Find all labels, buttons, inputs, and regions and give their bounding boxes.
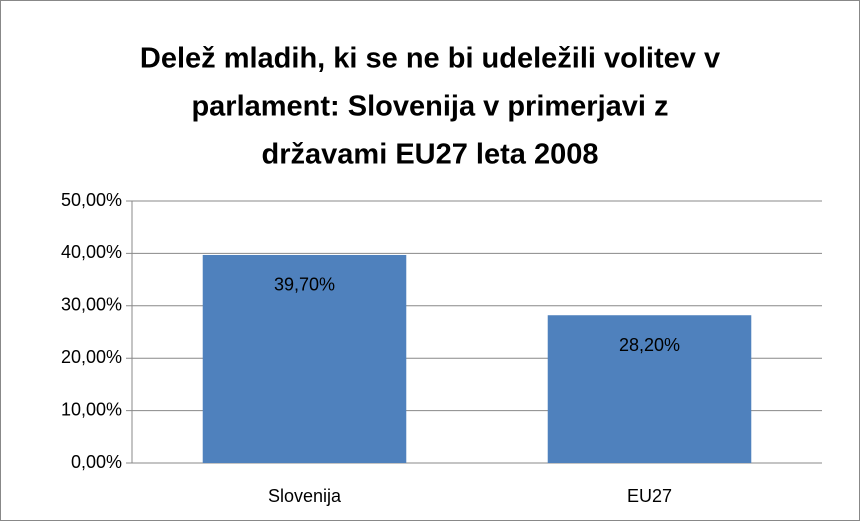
y-tick-label: 40,00%: [61, 242, 122, 262]
x-tick-label: Slovenija: [268, 486, 342, 506]
y-tick-label: 0,00%: [71, 452, 122, 472]
chart-title: parlament: Slovenija v primerjavi z: [191, 91, 668, 123]
chart-title: Delež mladih, ki se ne bi udeležili voli…: [140, 43, 720, 75]
y-tick-label: 20,00%: [61, 347, 122, 367]
y-tick-label: 30,00%: [61, 295, 122, 315]
data-label: 39,70%: [274, 275, 335, 295]
chart-title: državami EU27 leta 2008: [262, 139, 599, 171]
data-label: 28,20%: [619, 335, 680, 355]
x-tick-label: EU27: [627, 486, 672, 506]
y-tick-label: 10,00%: [61, 399, 122, 419]
bar: [202, 254, 407, 463]
y-tick-label: 50,00%: [61, 190, 122, 210]
bar: [547, 315, 752, 463]
